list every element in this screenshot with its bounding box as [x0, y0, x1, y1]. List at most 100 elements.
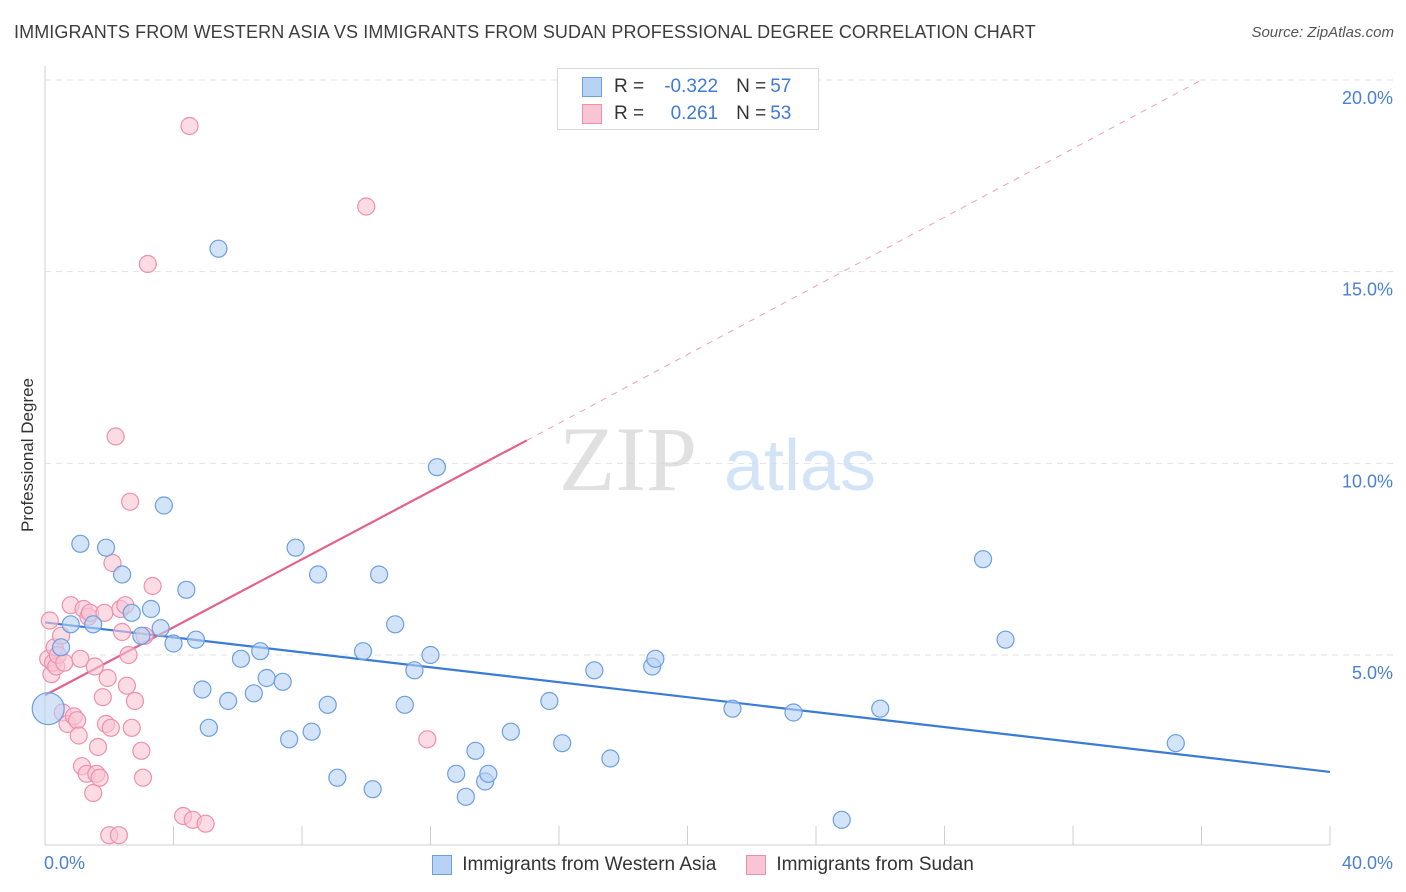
data-point-sudan — [55, 653, 74, 672]
data-point-western-asia — [96, 538, 116, 557]
data-point-western-asia — [540, 691, 559, 711]
data-point-western-asia — [257, 668, 276, 688]
data-point-western-asia — [151, 619, 170, 638]
chart-title: IMMIGRANTS FROM WESTERN ASIA VS IMMIGRAN… — [14, 22, 1036, 42]
data-point-western-asia — [186, 630, 206, 649]
data-point-sudan — [71, 649, 90, 668]
source-credit: Source: ZipAtlas.com — [1251, 24, 1394, 41]
data-point-western-asia — [427, 458, 447, 477]
data-point-western-asia — [386, 615, 405, 634]
data-point-sudan — [180, 116, 199, 136]
data-point-sudan — [138, 254, 157, 274]
data-point-western-asia — [141, 599, 161, 619]
n-value: 57 — [770, 76, 792, 97]
data-point-sudan — [88, 737, 108, 757]
y-tick-label: 5.0% — [1352, 663, 1393, 683]
chart-legend: Immigrants from Western Asia Immigrants … — [0, 852, 1406, 878]
data-point-western-asia — [318, 695, 337, 714]
data-point-western-asia — [1166, 734, 1185, 753]
data-point-western-asia — [219, 691, 238, 711]
data-point-sudan — [132, 741, 151, 760]
data-point-western-asia — [328, 768, 347, 787]
watermark-zip: ZIP — [559, 408, 697, 510]
data-point-western-asia — [61, 615, 80, 634]
sudan-points — [39, 116, 437, 845]
data-point-sudan — [98, 668, 117, 688]
y-tick-label: 20.0% — [1342, 88, 1393, 108]
r-value: 0.261 — [670, 103, 719, 124]
legend-swatch-pink — [746, 855, 767, 875]
stats-row-sudan: R = 0.261 N = 53 — [582, 101, 791, 127]
correlation-stats-box: R = -0.322 N = 57 R = 0.261 N = 53 — [557, 68, 819, 130]
data-point-western-asia — [370, 565, 389, 584]
watermark: ZIP atlas — [559, 408, 876, 510]
data-point-western-asia — [209, 239, 228, 258]
data-point-sudan — [85, 657, 104, 676]
data-point-sudan — [122, 718, 141, 737]
data-point-western-asia — [84, 615, 103, 634]
data-point-western-asia — [553, 734, 572, 753]
y-axis-label: Professional Degree — [18, 377, 37, 533]
data-point-western-asia — [871, 699, 890, 718]
data-point-sudan — [69, 726, 88, 745]
data-point-sudan — [133, 768, 153, 787]
data-point-sudan — [106, 427, 125, 446]
data-point-western-asia — [363, 780, 382, 799]
data-point-western-asia — [302, 722, 321, 741]
data-point-western-asia — [199, 718, 218, 737]
data-point-western-asia — [353, 642, 373, 661]
data-point-western-asia — [466, 741, 485, 760]
y-tick-label: 10.0% — [1342, 471, 1393, 491]
data-point-western-asia — [193, 680, 212, 699]
data-point-western-asia — [395, 695, 414, 714]
data-point-sudan — [90, 768, 109, 787]
data-point-western-asia — [723, 699, 742, 718]
tick-labels: 5.0% 10.0% 15.0% 20.0% 0.0% 40.0% — [44, 88, 1393, 873]
r-value: -0.322 — [664, 76, 719, 97]
data-point-western-asia — [251, 642, 270, 661]
data-point-sudan — [119, 645, 138, 665]
data-point-sudan — [109, 826, 128, 845]
data-point-western-asia — [71, 534, 90, 553]
data-point-western-asia — [601, 749, 620, 768]
data-point-western-asia — [280, 730, 299, 749]
data-point-western-asia — [51, 638, 71, 657]
legend-label-western-asia: Immigrants from Western Asia — [462, 854, 717, 875]
data-point-sudan — [68, 711, 87, 730]
data-point-sudan — [125, 691, 145, 711]
x-tick-label: 40.0% — [1342, 853, 1393, 873]
data-point-western-asia — [286, 538, 305, 557]
western-asia-points — [31, 239, 1185, 829]
data-point-western-asia — [447, 764, 466, 783]
data-point-western-asia — [164, 634, 183, 653]
data-point-sudan — [196, 814, 215, 833]
n-label: N = — [736, 76, 767, 97]
data-point-western-asia — [996, 630, 1015, 649]
legend-item-western-asia[interactable]: Immigrants from Western Asia — [432, 854, 716, 876]
data-point-western-asia — [112, 565, 132, 584]
data-point-western-asia — [585, 661, 604, 680]
data-point-sudan — [112, 622, 132, 642]
data-point-sudan — [93, 688, 112, 707]
data-point-western-asia — [973, 550, 993, 569]
data-point-western-asia — [646, 649, 665, 668]
legend-swatch-blue — [432, 855, 453, 875]
grid-lines — [45, 79, 1395, 656]
data-point-western-asia — [405, 661, 424, 680]
legend-item-sudan[interactable]: Immigrants from Sudan — [746, 854, 974, 876]
axes — [44, 66, 1331, 846]
data-point-western-asia — [456, 787, 475, 806]
data-point-western-asia — [122, 603, 141, 622]
data-point-western-asia — [231, 649, 251, 668]
r-label: R = — [614, 103, 645, 124]
data-point-western-asia — [832, 810, 851, 829]
data-point-sudan — [418, 730, 437, 749]
watermark-atlas: atlas — [724, 426, 876, 506]
data-point-sudan — [143, 576, 162, 596]
data-point-sudan — [101, 718, 120, 737]
data-point-sudan — [117, 676, 137, 695]
data-point-western-asia — [784, 703, 803, 722]
data-point-western-asia — [479, 764, 498, 783]
legend-label-sudan: Immigrants from Sudan — [776, 854, 974, 875]
